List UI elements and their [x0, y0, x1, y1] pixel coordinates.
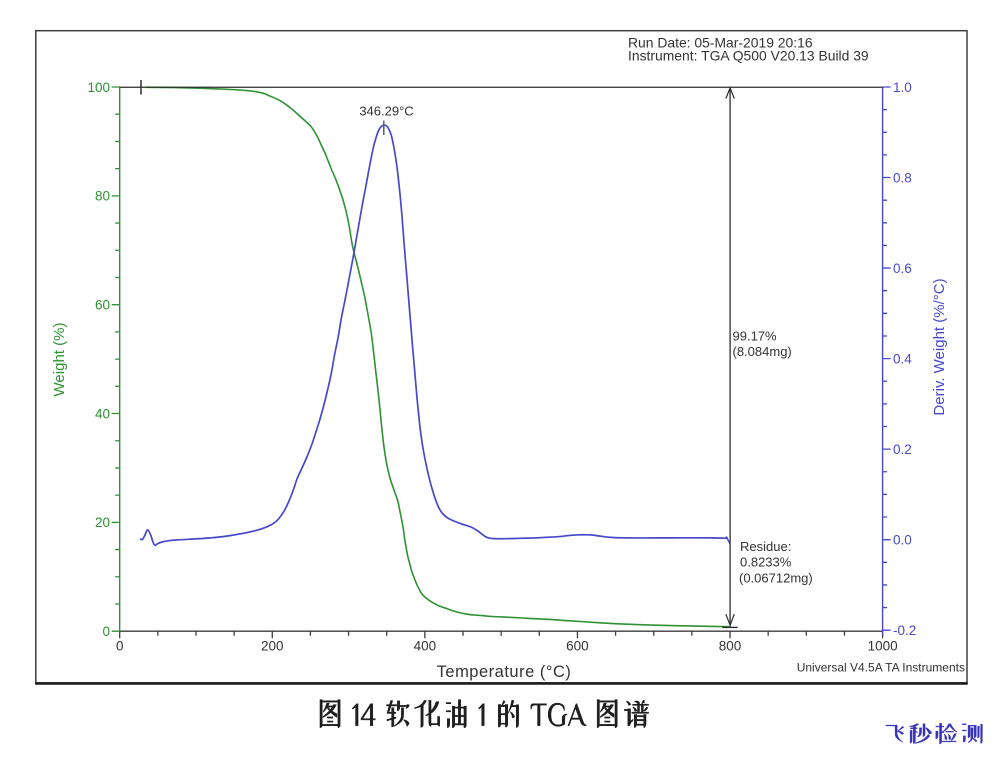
svg-text:600: 600: [566, 639, 589, 654]
svg-text:-0.2: -0.2: [893, 623, 916, 638]
svg-text:Weight (%): Weight (%): [51, 323, 68, 397]
svg-text:0.4: 0.4: [893, 351, 912, 366]
svg-text:200: 200: [261, 639, 284, 654]
svg-text:99.17%: 99.17%: [733, 328, 778, 343]
svg-text:Universal V4.5A TA Instruments: Universal V4.5A TA Instruments: [797, 661, 965, 675]
svg-text:0.2: 0.2: [893, 442, 912, 457]
svg-text:0.0: 0.0: [893, 533, 912, 548]
svg-text:1000: 1000: [868, 639, 898, 654]
svg-text:80: 80: [95, 189, 110, 204]
svg-text:(8.084mg): (8.084mg): [733, 344, 792, 359]
svg-text:1.0: 1.0: [893, 80, 912, 95]
svg-text:346.29°C: 346.29°C: [359, 103, 413, 118]
svg-text:0: 0: [102, 624, 110, 639]
svg-text:20: 20: [95, 515, 110, 530]
svg-text:(0.06712mg): (0.06712mg): [739, 570, 813, 585]
svg-text:0: 0: [116, 639, 124, 654]
svg-text:60: 60: [95, 298, 110, 313]
svg-text:0.6: 0.6: [893, 261, 912, 276]
svg-text:Run Date: 05-Mar-2019 20:16: Run Date: 05-Mar-2019 20:16: [628, 34, 813, 50]
svg-text:0.8233%: 0.8233%: [740, 555, 792, 570]
svg-text:Residue:: Residue:: [740, 539, 791, 554]
svg-text:400: 400: [414, 639, 437, 654]
svg-text:Deriv. Weight (%/°C): Deriv. Weight (%/°C): [931, 278, 948, 415]
svg-text:40: 40: [95, 406, 110, 421]
svg-text:0.8: 0.8: [893, 170, 912, 185]
svg-text:100: 100: [87, 80, 110, 95]
svg-text:Temperature (°C): Temperature (°C): [437, 663, 572, 681]
svg-text:Instrument: TGA Q500 V20.13 Bu: Instrument: TGA Q500 V20.13 Build 39: [628, 48, 869, 64]
svg-text:800: 800: [719, 639, 742, 654]
